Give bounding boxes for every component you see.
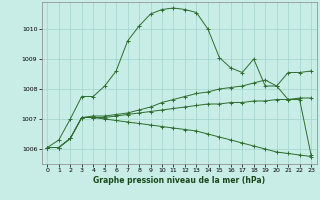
X-axis label: Graphe pression niveau de la mer (hPa): Graphe pression niveau de la mer (hPa) xyxy=(93,176,265,185)
